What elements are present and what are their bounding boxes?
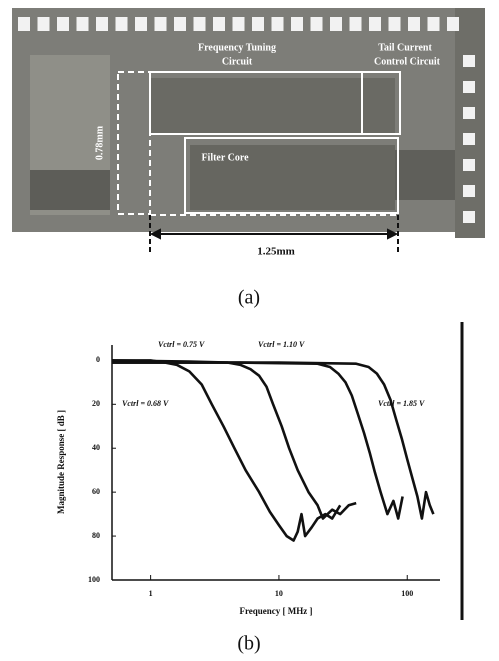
x-tick-label: 100 [401,589,413,598]
caption: (a) [238,287,260,309]
pad [135,17,147,31]
block [150,78,395,133]
pad [57,17,69,31]
pad [463,81,475,93]
pad [369,17,381,31]
pad [389,17,401,31]
pad [350,17,362,31]
y-tick-label: 60 [92,487,100,496]
pad [463,159,475,171]
series-line [112,363,433,519]
x-tick-label: 1 [149,589,153,598]
pad [77,17,89,31]
series-line [112,363,403,519]
annotation: Vctrl = 1.10 V [258,340,305,349]
pad [463,185,475,197]
y-tick-label: 100 [88,575,100,584]
annotation: Vctrl = 0.75 V [158,340,205,349]
pad [96,17,108,31]
pad [18,17,30,31]
pad [38,17,50,31]
pad [233,17,245,31]
pad [463,133,475,145]
label: Control Circuit [374,56,441,67]
y-tick-label: 80 [92,531,100,540]
x-tick-label: 10 [275,589,283,598]
label: Filter Core [201,152,249,163]
pad [408,17,420,31]
label: Circuit [222,56,253,67]
pad [463,55,475,67]
annotation: Vctrl = 1.85 V [378,399,425,408]
figure: Frequency Tuning Circuit Tail Current Co… [0,0,499,661]
block [395,150,455,200]
block [30,170,110,210]
pad [330,17,342,31]
pad [463,107,475,119]
label: Tail Current [378,42,432,53]
pad [174,17,186,31]
y-tick-label: 40 [92,443,100,452]
dimension: 0.78mm [94,125,105,160]
series-line [112,360,356,518]
series-line [112,360,340,540]
pad [155,17,167,31]
pad [291,17,303,31]
pad [116,17,128,31]
pad [428,17,440,31]
die-edge [455,8,485,238]
pad [311,17,323,31]
y-tick-label: 20 [92,399,100,408]
pad [213,17,225,31]
page: {"figure_a": { "frequency_tuning": ["Fre… [0,0,499,661]
chip-photo: Frequency Tuning Circuit Tail Current Co… [12,8,485,238]
y-tick-label: 0 [96,355,100,364]
pad [272,17,284,31]
pad [463,211,475,223]
pad [194,17,206,31]
caption: (b) [237,633,260,655]
label: Frequency Tuning [198,42,276,53]
pad [447,17,459,31]
pad [252,17,264,31]
x-axis-label: Frequency [ MHz ] [239,606,312,616]
annotation: Vctrl = 0.68 V [122,399,169,408]
y-axis-label: Magnitude Response [ dB ] [56,410,66,514]
dimension: 1.25mm [257,246,295,258]
